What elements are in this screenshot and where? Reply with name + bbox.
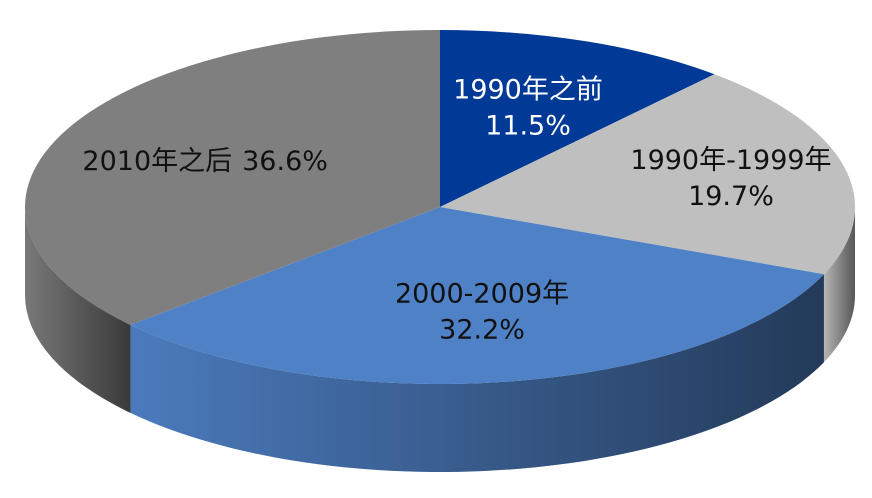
value-label: 36.6% (242, 146, 328, 177)
value-label: 32.2% (439, 314, 525, 345)
data-label: 1990年之前 11.5% (453, 74, 603, 141)
category-label: 2010年之后 (82, 146, 232, 177)
value-label: 11.5% (485, 110, 571, 141)
category-label: 1990年之前 (453, 74, 603, 105)
pie-slice (25, 30, 441, 325)
value-label: 19.7% (688, 181, 774, 212)
pie-slice (130, 207, 824, 384)
data-label: 1990年-1999年 19.7% (630, 145, 831, 212)
data-label: 2000-2009年 32.2% (395, 278, 569, 345)
data-label: 2010年之后 36.6% (82, 146, 328, 177)
category-label: 2000-2009年 (395, 278, 569, 309)
pie-slice (440, 74, 855, 275)
pie-slice (440, 30, 715, 207)
category-label: 1990年-1999年 (630, 145, 831, 176)
